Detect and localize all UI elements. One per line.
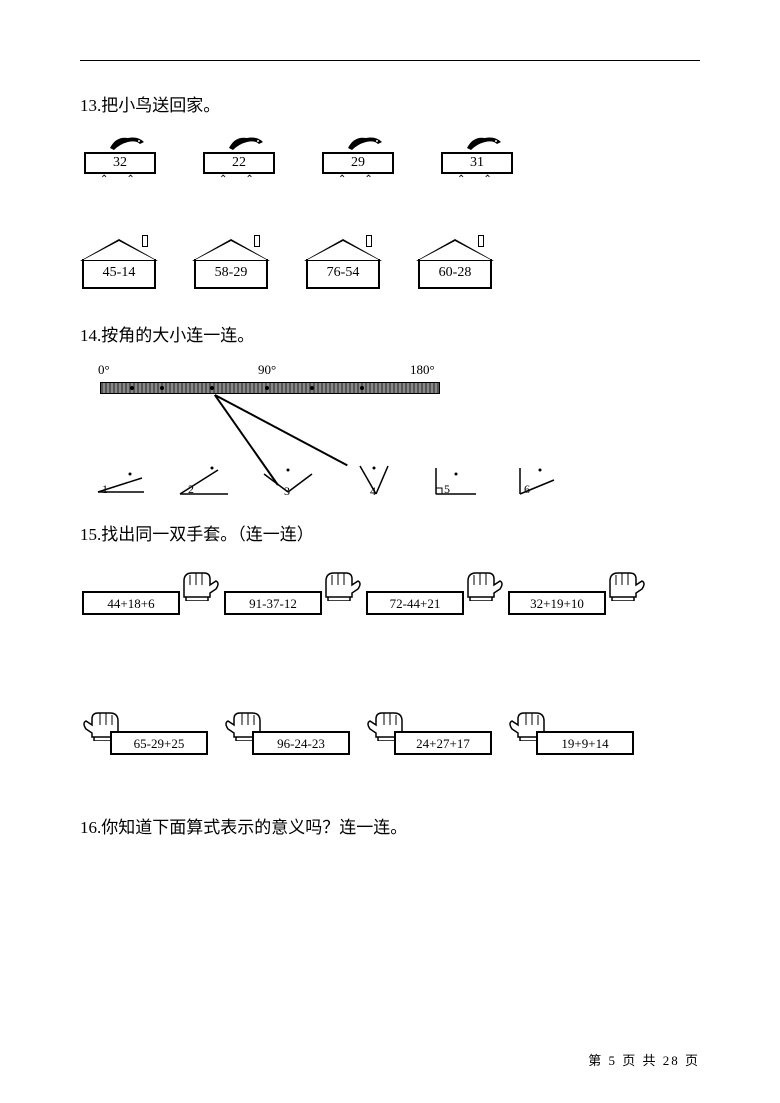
- glove-icon: [180, 567, 222, 601]
- glove-item: 72-44+21: [364, 563, 494, 623]
- house-expression: 76-54: [306, 259, 380, 289]
- q13-houses-row: 45-14 58-29 76-54 60-28: [80, 239, 700, 301]
- house-item: 60-28: [416, 239, 494, 301]
- page-footer: 第 5 页 共 28 页: [588, 1050, 700, 1069]
- angle-label: 6: [524, 482, 530, 497]
- ruler-label-0: 0°: [98, 362, 110, 378]
- angle-1: 1: [90, 460, 150, 500]
- ruler-label-180: 180°: [410, 362, 435, 378]
- bird-icon: [108, 134, 146, 152]
- glove-expression: 91-37-12: [224, 591, 322, 615]
- q16-prompt: 16.你知道下面算式表示的意义吗？连一连。: [80, 813, 700, 838]
- q15-top-row: 44+18+6 91-37-12 72-44+21 32+19+10: [80, 563, 700, 633]
- angle-6: 6: [510, 460, 570, 500]
- q13-prompt: 13.把小鸟送回家。: [80, 91, 700, 116]
- angle-label: 1: [102, 482, 108, 497]
- glove-item: 24+27+17: [364, 703, 494, 763]
- house-expression: 58-29: [194, 259, 268, 289]
- bird-number: 31: [441, 152, 513, 174]
- chimney-icon: [254, 235, 260, 247]
- glove-expression: 44+18+6: [82, 591, 180, 615]
- house-expression: 60-28: [418, 259, 492, 289]
- bird-number: 22: [203, 152, 275, 174]
- angle-2: 2: [174, 460, 234, 500]
- glove-item: 96-24-23: [222, 703, 352, 763]
- bird-item: 29 ⌃⌃: [318, 134, 403, 189]
- glove-icon: [606, 567, 648, 601]
- q13-birds-row: 32 ⌃⌃ 22 ⌃⌃ 29 ⌃⌃ 31 ⌃⌃: [80, 134, 700, 189]
- chimney-icon: [366, 235, 372, 247]
- angle-3: 3: [258, 460, 318, 500]
- glove-expression: 19+9+14: [536, 731, 634, 755]
- glove-item: 44+18+6: [80, 563, 210, 623]
- glove-item: 91-37-12: [222, 563, 352, 623]
- q14-figure: 0° 90° 180° 1 2 3 4: [80, 364, 700, 500]
- house-expression: 45-14: [82, 259, 156, 289]
- house-item: 58-29: [192, 239, 270, 301]
- bird-item: 31 ⌃⌃: [437, 134, 522, 189]
- glove-expression: 72-44+21: [366, 591, 464, 615]
- bird-feet-icon: ⌃⌃: [100, 174, 153, 185]
- bird-icon: [465, 134, 503, 152]
- q15-bottom-row: 65-29+25 96-24-23 24+27+17 19+9+14: [80, 703, 700, 773]
- q14-prompt: 14.按角的大小连一连。: [80, 321, 700, 346]
- bird-item: 22 ⌃⌃: [199, 134, 284, 189]
- top-rule: [80, 60, 700, 61]
- ruler-bar-icon: [100, 382, 440, 394]
- angle-label: 3: [284, 484, 290, 499]
- bird-feet-icon: ⌃⌃: [219, 174, 272, 185]
- angle-5: 5: [426, 460, 486, 500]
- angle-4: 4: [342, 460, 402, 500]
- angle-label: 4: [370, 484, 376, 499]
- glove-expression: 32+19+10: [508, 591, 606, 615]
- glove-expression: 65-29+25: [110, 731, 208, 755]
- glove-icon: [322, 567, 364, 601]
- ruler-label-90: 90°: [258, 362, 276, 378]
- glove-expression: 24+27+17: [394, 731, 492, 755]
- bird-item: 32 ⌃⌃: [80, 134, 165, 189]
- glove-item: 19+9+14: [506, 703, 636, 763]
- house-item: 45-14: [80, 239, 158, 301]
- chimney-icon: [142, 235, 148, 247]
- angle-ruler: 0° 90° 180°: [100, 364, 460, 454]
- angle-label: 2: [188, 482, 194, 497]
- bird-icon: [227, 134, 265, 152]
- angle-label: 5: [444, 482, 450, 497]
- glove-icon: [464, 567, 506, 601]
- glove-item: 32+19+10: [506, 563, 636, 623]
- q15-prompt: 15.找出同一双手套。（连一连）: [80, 520, 700, 545]
- bird-number: 29: [322, 152, 394, 174]
- bird-number: 32: [84, 152, 156, 174]
- chimney-icon: [478, 235, 484, 247]
- q14-angles-row: 1 2 3 4 5 6: [90, 460, 700, 500]
- glove-item: 65-29+25: [80, 703, 210, 763]
- glove-expression: 96-24-23: [252, 731, 350, 755]
- bird-feet-icon: ⌃⌃: [338, 174, 391, 185]
- bird-icon: [346, 134, 384, 152]
- bird-feet-icon: ⌃⌃: [457, 174, 510, 185]
- house-item: 76-54: [304, 239, 382, 301]
